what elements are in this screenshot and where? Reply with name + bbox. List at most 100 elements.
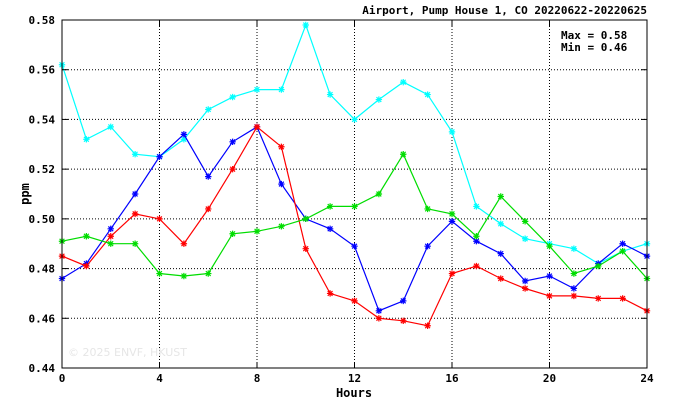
data-point: [229, 93, 236, 101]
x-tick-label: 0: [59, 372, 66, 385]
data-point: [229, 138, 236, 145]
data-point: [229, 165, 236, 173]
data-point: [473, 203, 480, 210]
data-point: [521, 235, 529, 242]
data-point: [497, 193, 504, 200]
data-point: [131, 240, 139, 247]
data-point: [156, 153, 163, 160]
data-point: [326, 91, 334, 98]
data-point: [619, 295, 626, 302]
data-point: [497, 220, 504, 228]
data-point: [595, 262, 602, 270]
data-point: [375, 315, 383, 322]
data-point: [351, 116, 358, 123]
data-point: [351, 297, 358, 305]
data-point: [205, 173, 212, 180]
data-point: [351, 203, 358, 210]
data-point: [424, 91, 431, 98]
data-point: [424, 322, 431, 329]
data-point: [521, 218, 529, 225]
data-point: [156, 215, 163, 223]
series-line: [61, 125, 648, 327]
data-point: [400, 78, 407, 86]
data-point: [302, 21, 309, 29]
data-point: [448, 128, 456, 136]
data-point: [570, 292, 578, 300]
data-point: [83, 136, 90, 143]
data-point: [424, 243, 431, 250]
y-axis-title: ppm: [18, 183, 32, 205]
series-layer: [58, 21, 651, 329]
ticks: 0 4 8 12 16 20 24 0.44 0.46 0.48 0.50 0.52 0.54 0.56 0…: [29, 14, 654, 385]
data-point: [448, 270, 456, 277]
data-point: [375, 307, 383, 315]
data-point: [326, 203, 334, 210]
data-point: [302, 245, 309, 252]
data-point: [375, 190, 383, 198]
y-tick-label: 0.58: [29, 14, 56, 27]
data-point: [278, 180, 285, 188]
data-point: [205, 106, 212, 113]
data-point: [546, 292, 553, 300]
data-point: [521, 277, 529, 285]
x-tick-label: 16: [445, 372, 459, 385]
data-point: [253, 228, 261, 235]
y-tick-label: 0.52: [29, 163, 56, 176]
data-point: [400, 317, 407, 324]
x-tick-label: 12: [348, 372, 361, 385]
data-point: [546, 243, 553, 250]
data-point: [400, 151, 407, 158]
data-point: [278, 86, 285, 93]
x-axis-title: Hours: [336, 386, 372, 400]
data-point: [619, 247, 626, 255]
data-point: [107, 240, 114, 247]
data-point: [595, 295, 602, 302]
data-point: [205, 205, 212, 213]
data-point: [400, 297, 407, 305]
series-2: [58, 123, 651, 329]
min-label: Min = 0.46: [561, 41, 628, 54]
data-point: [131, 190, 139, 198]
data-point: [351, 243, 358, 250]
data-point: [180, 272, 188, 280]
x-tick-label: 8: [254, 372, 261, 385]
chart-title: Airport, Pump House 1, CO 20220622-20220…: [362, 4, 647, 17]
data-point: [156, 270, 163, 277]
data-point: [473, 238, 480, 245]
y-tick-label: 0.46: [29, 312, 56, 325]
data-point: [497, 275, 504, 282]
data-point: [253, 123, 261, 131]
data-point: [180, 240, 188, 247]
data-point: [83, 233, 90, 240]
data-point: [107, 225, 114, 232]
data-point: [497, 250, 504, 257]
data-point: [448, 210, 456, 218]
data-point: [473, 233, 480, 240]
y-tick-label: 0.48: [29, 263, 56, 276]
grid: [62, 20, 647, 368]
max-label: Max = 0.58: [561, 29, 627, 42]
data-point: [278, 143, 285, 150]
data-point: [180, 131, 188, 138]
data-point: [180, 136, 188, 143]
x-tick-label: 24: [640, 372, 654, 385]
data-point: [83, 262, 90, 270]
data-point: [619, 240, 626, 247]
data-point: [375, 96, 383, 103]
data-point: [570, 285, 578, 292]
data-point: [229, 230, 236, 237]
y-tick-label: 0.54: [29, 113, 56, 126]
data-point: [546, 272, 553, 280]
data-point: [131, 210, 139, 218]
data-point: [253, 86, 261, 93]
data-point: [570, 270, 578, 277]
x-tick-label: 4: [156, 372, 163, 385]
data-point: [205, 270, 212, 277]
x-tick-label: 20: [543, 372, 556, 385]
data-point: [326, 290, 334, 297]
data-point: [473, 262, 480, 270]
data-point: [107, 233, 114, 240]
y-tick-label: 0.44: [29, 362, 56, 375]
y-tick-label: 0.50: [29, 213, 56, 226]
